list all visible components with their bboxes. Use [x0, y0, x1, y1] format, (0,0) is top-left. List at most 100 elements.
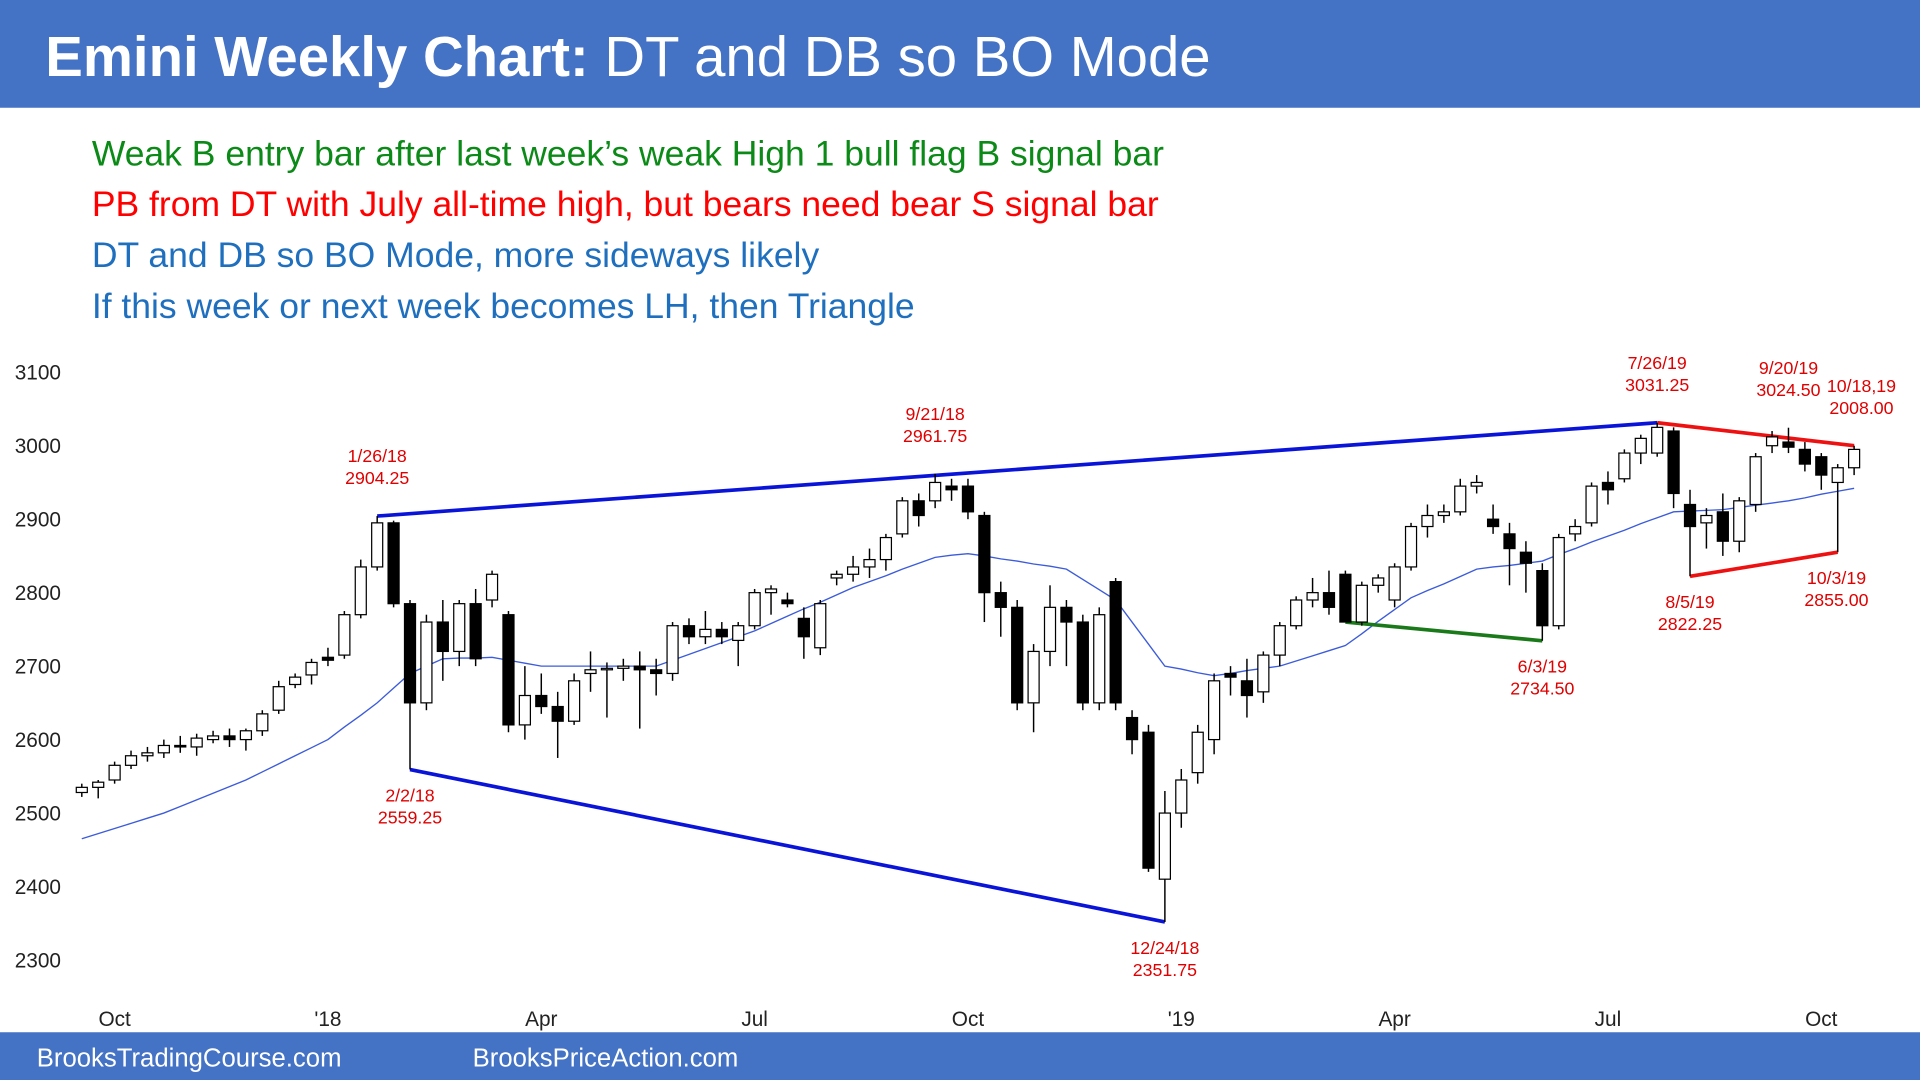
moving-average: [81, 487, 1855, 840]
title-bold: Emini Weekly Chart:: [45, 25, 588, 88]
candle-body: [1109, 581, 1122, 704]
note-line: Weak B entry bar after last week’s weak …: [92, 133, 1164, 173]
annotation-price: 2961.75: [903, 426, 967, 446]
candle-body: [1207, 680, 1221, 741]
candle-body: [764, 588, 778, 594]
candle-body: [1339, 573, 1352, 623]
annotation-price: 3031.25: [1625, 375, 1689, 395]
candle-body: [1815, 456, 1828, 476]
candle-body: [1060, 606, 1073, 623]
candle-body: [1437, 511, 1450, 517]
candle-body: [1076, 621, 1089, 704]
candle-body: [502, 614, 515, 726]
annotation-price: 2904.25: [345, 468, 409, 488]
candle-body: [1618, 452, 1631, 480]
annotation-date: 9/20/19: [1759, 358, 1818, 378]
candle-body: [1322, 592, 1336, 608]
candle-body: [748, 592, 761, 627]
candle-body: [157, 744, 170, 754]
annotation-date: 7/26/19: [1628, 353, 1687, 373]
annotation-date: 6/3/19: [1518, 657, 1567, 677]
candle-body: [75, 786, 88, 794]
candle-body: [1158, 812, 1172, 880]
candle-body: [1782, 441, 1795, 448]
candle-body: [371, 522, 384, 568]
candle-body: [403, 603, 417, 704]
candle-body: [420, 621, 433, 704]
candle-body: [92, 781, 105, 788]
candle-body: [305, 661, 318, 676]
x-tick-label: '18: [314, 1008, 341, 1031]
candle-body: [256, 713, 269, 732]
annotation-date: 1/26/18: [348, 446, 407, 466]
candle-body: [978, 514, 991, 594]
candle-body: [1831, 467, 1844, 484]
footer-band: [0, 1032, 1920, 1080]
candle-body: [830, 573, 843, 579]
candle-body: [781, 599, 794, 605]
candle-body: [469, 603, 482, 660]
candle-body: [600, 667, 614, 671]
x-tick-label: Oct: [952, 1008, 985, 1031]
annotation-date: 8/5/19: [1665, 592, 1714, 612]
candle-body: [814, 603, 827, 649]
candle-body: [518, 694, 532, 726]
x-tick-label: Oct: [1805, 1008, 1838, 1031]
candle-body: [1273, 625, 1286, 656]
candle-body: [1043, 606, 1057, 653]
candle-body: [732, 625, 745, 642]
annotation-price: 2734.50: [1510, 679, 1574, 699]
candle-body: [453, 603, 466, 653]
candle-body: [321, 656, 335, 661]
annotation-price: 3024.50: [1756, 380, 1820, 400]
candle-body: [699, 628, 712, 638]
candle-body: [1257, 654, 1270, 693]
x-tick-label: Oct: [98, 1008, 131, 1031]
candle-body: [1733, 500, 1746, 542]
candle-body: [1421, 514, 1434, 528]
candle-body: [1404, 525, 1418, 568]
candle-body: [1306, 592, 1319, 601]
candle-body: [174, 744, 187, 748]
candle-body: [797, 617, 810, 638]
note-line: DT and DB so BO Mode, more sideways like…: [92, 235, 820, 275]
annotation-price: 2855.00: [1804, 590, 1868, 610]
footer-left: BrooksTradingCourse.com: [37, 1045, 342, 1073]
double-bottom-line: [1345, 620, 1543, 643]
candle-body: [1683, 503, 1697, 528]
x-tick-label: Apr: [525, 1008, 557, 1031]
y-tick-label: 2800: [15, 582, 61, 605]
note-line: PB from DT with July all-time high, but …: [92, 184, 1159, 224]
candle-body: [206, 735, 220, 741]
y-tick-label: 2700: [15, 655, 61, 678]
candle-body: [190, 737, 203, 748]
y-tick-label: 2400: [15, 876, 61, 899]
candle-body: [1716, 511, 1729, 542]
triangle-bottom: [1689, 550, 1839, 579]
annotation-date: 9/21/18: [906, 404, 965, 424]
trendline-bottom: [409, 767, 1166, 924]
annotation-date: 12/24/18: [1130, 938, 1199, 958]
plot: 2300 2400 2500 2600 2700 2800 2900 3000 3100 Oct '…: [15, 353, 1896, 1031]
annotation-date: 10/3/19: [1807, 568, 1866, 588]
candle-body: [1601, 481, 1615, 491]
candle-body: [945, 485, 958, 491]
annotation-price: 2822.25: [1658, 614, 1722, 634]
candle-body: [1191, 731, 1204, 774]
candle-body: [715, 628, 728, 638]
candle-body: [1765, 436, 1779, 447]
candle-body: [929, 481, 942, 502]
candle-body: [124, 755, 138, 766]
candle-body: [1552, 536, 1565, 627]
candle-body: [1569, 525, 1582, 535]
candle-body: [666, 625, 679, 675]
candle-body: [1470, 481, 1483, 487]
x-tick-label: Jul: [1595, 1008, 1622, 1031]
triangle-top: [1656, 420, 1855, 448]
title-rest: DT and DB so BO Mode: [604, 25, 1210, 88]
candle-body: [1519, 551, 1533, 564]
candle-body: [272, 686, 285, 711]
candle-body: [223, 735, 236, 741]
